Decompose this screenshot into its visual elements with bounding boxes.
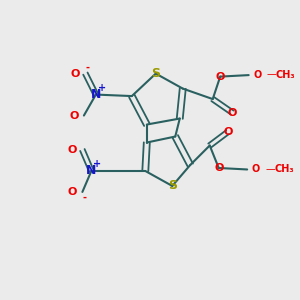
Text: O: O	[223, 127, 232, 137]
Text: -: -	[83, 192, 87, 202]
Text: O: O	[253, 70, 261, 80]
Text: O: O	[227, 107, 237, 118]
Text: O: O	[252, 164, 260, 175]
Text: N: N	[91, 88, 101, 101]
Text: O: O	[70, 69, 80, 79]
Text: O: O	[215, 72, 225, 82]
Text: O: O	[214, 163, 224, 173]
Text: —: —	[267, 70, 276, 80]
Text: -: -	[86, 63, 90, 73]
Text: O: O	[69, 110, 79, 121]
Text: S: S	[168, 179, 177, 193]
Text: N: N	[86, 164, 97, 178]
Text: —: —	[265, 164, 275, 174]
Text: CH₃: CH₃	[274, 164, 294, 175]
Text: O: O	[68, 187, 77, 197]
Text: +: +	[98, 83, 106, 93]
Text: O: O	[68, 145, 77, 155]
Text: CH₃: CH₃	[276, 70, 295, 80]
Text: +: +	[93, 159, 101, 170]
Text: S: S	[151, 67, 160, 80]
